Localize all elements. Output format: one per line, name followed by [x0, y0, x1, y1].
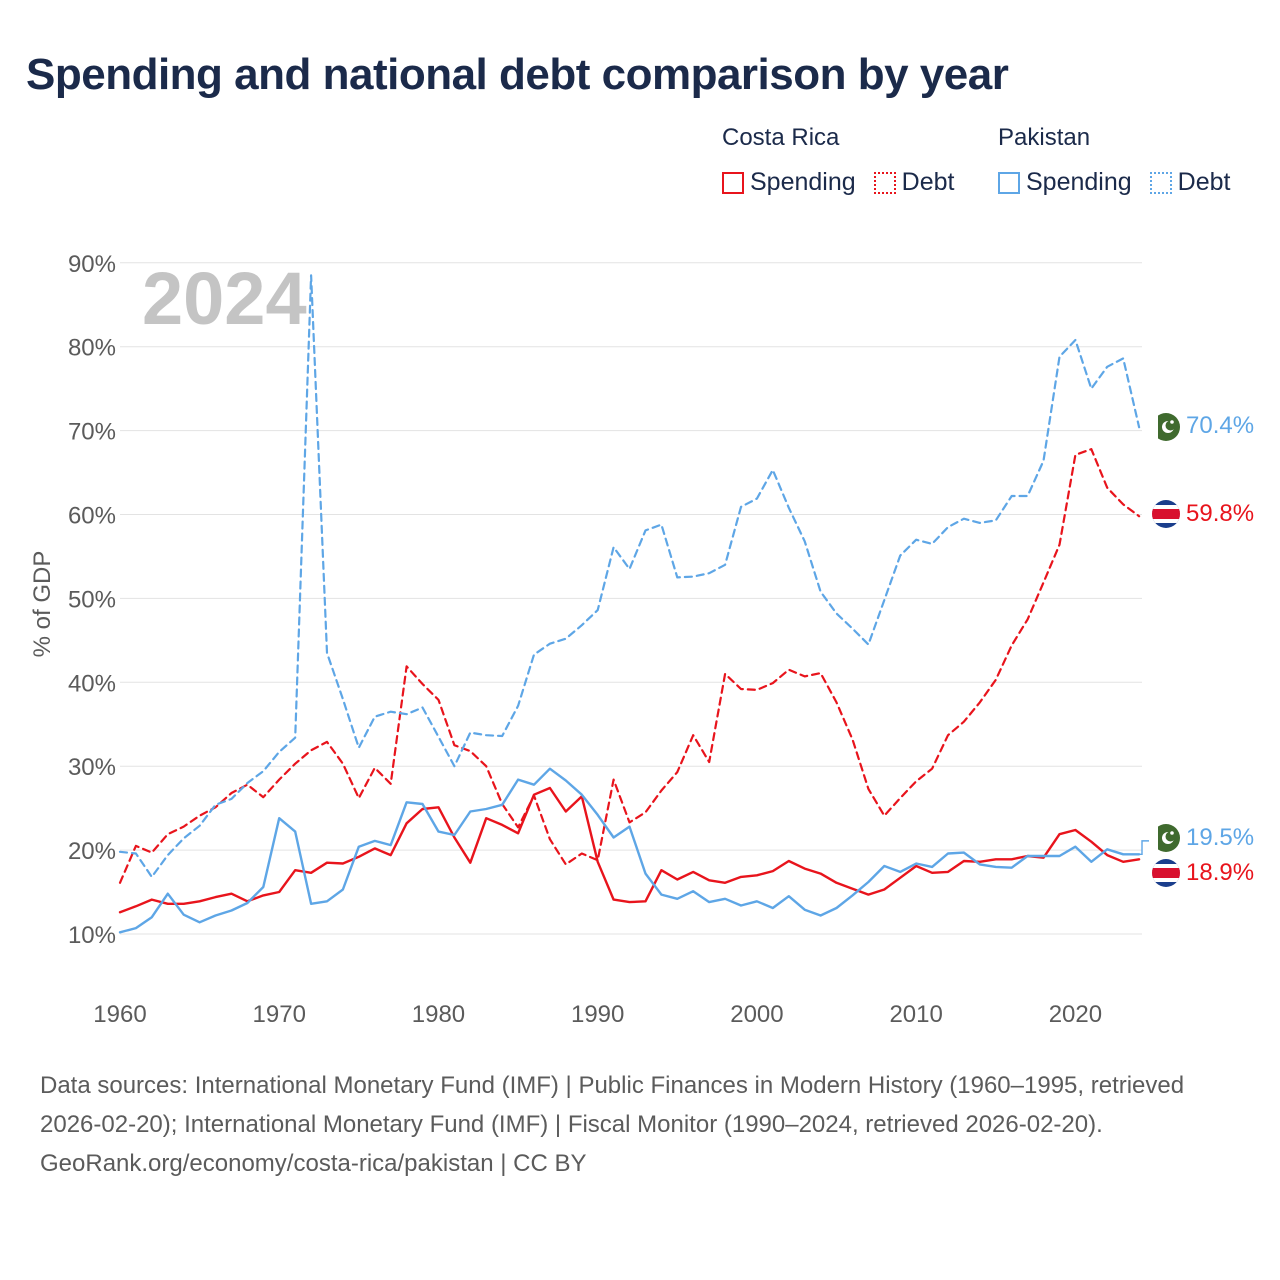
end-value-label: 19.5% [1186, 824, 1254, 851]
end-value-label: 59.8% [1186, 500, 1254, 527]
series-line-costa-rica-spending [118, 786, 1141, 914]
legend-swatch-solid [998, 171, 1020, 194]
legend-item-pakistan-spending[interactable]: Spending [998, 168, 1132, 197]
costa-rica-flag-icon [1152, 500, 1180, 528]
x-tick-label: 2000 [730, 1001, 783, 1028]
chart-title: Spending and national debt comparison by… [26, 50, 1009, 99]
legend-item-label: Debt [901, 168, 955, 196]
x-tick-label: 1960 [93, 1001, 146, 1028]
pakistan-flag-icon [1152, 824, 1180, 852]
series-line-costa-rica-debt [118, 448, 1141, 884]
pakistan-flag-icon [1152, 413, 1180, 441]
legend-swatch-dotted [1149, 171, 1172, 194]
legend-item-label: Debt [1177, 168, 1231, 196]
costa-rica-flag-icon [1152, 859, 1180, 887]
x-tick-label: 2020 [1049, 1001, 1102, 1028]
flag-stripe [1152, 824, 1158, 852]
legend-item-costa-rica-spending[interactable]: Spending [722, 168, 856, 197]
credit-link[interactable]: GeoRank.org/economy/costa-rica/pakistan … [40, 1150, 587, 1177]
chart-footer: Data sources: International Monetary Fun… [40, 1066, 1240, 1183]
y-tick-label: 40% [68, 670, 116, 697]
year-watermark: 2024 [142, 257, 307, 340]
y-tick-label: 60% [68, 503, 116, 530]
legend-group-label: Costa Rica [722, 124, 840, 151]
end-value-label: 70.4% [1186, 412, 1254, 439]
x-tick-label: 1970 [253, 1001, 306, 1028]
line-chart: 10% 20% 30% 40% 50% 60% 70% 80% 90% 1960 1970 1980 1… [29, 251, 1254, 1028]
legend-item-costa-rica-debt[interactable]: Debt [873, 168, 955, 197]
y-tick-label: 30% [68, 754, 116, 781]
flag-body [1152, 859, 1180, 887]
legend-group-pakistan: Pakistan Spending Debt [998, 124, 1230, 197]
legend-group-label: Pakistan [998, 124, 1091, 151]
legend-swatch-solid [722, 171, 744, 194]
flag-star [1170, 420, 1174, 424]
legend-group-costa-rica: Costa Rica Spending Debt [722, 124, 954, 197]
flag-red [1152, 868, 1180, 878]
legend-swatch-dotted [873, 171, 896, 194]
legend-item-label: Spending [750, 168, 856, 196]
flag-body [1152, 500, 1180, 528]
flag-red [1152, 509, 1180, 519]
y-tick-label: 20% [68, 838, 116, 865]
y-tick-label: 90% [68, 251, 116, 278]
flag-stripe [1152, 413, 1158, 441]
x-tick-label: 1980 [412, 1001, 465, 1028]
data-sources: Data sources: International Monetary Fun… [40, 1072, 1185, 1138]
x-tick-label: 2010 [889, 1001, 942, 1028]
x-tick-label: 1990 [571, 1001, 624, 1028]
y-tick-label: 80% [68, 335, 116, 362]
legend-item-label: Spending [1026, 168, 1132, 196]
legend-item-pakistan-debt[interactable]: Debt [1149, 168, 1231, 197]
y-tick-label: 50% [68, 586, 116, 613]
y-axis-label: % of GDP [29, 551, 56, 658]
y-tick-label: 10% [68, 922, 116, 949]
series-line-pakistan-spending [118, 767, 1141, 934]
flag-star [1170, 831, 1174, 835]
series-line-pakistan-debt [118, 274, 1141, 879]
end-value-label: 18.9% [1186, 859, 1254, 886]
label-connector [1139, 840, 1149, 855]
y-tick-label: 70% [68, 419, 116, 446]
